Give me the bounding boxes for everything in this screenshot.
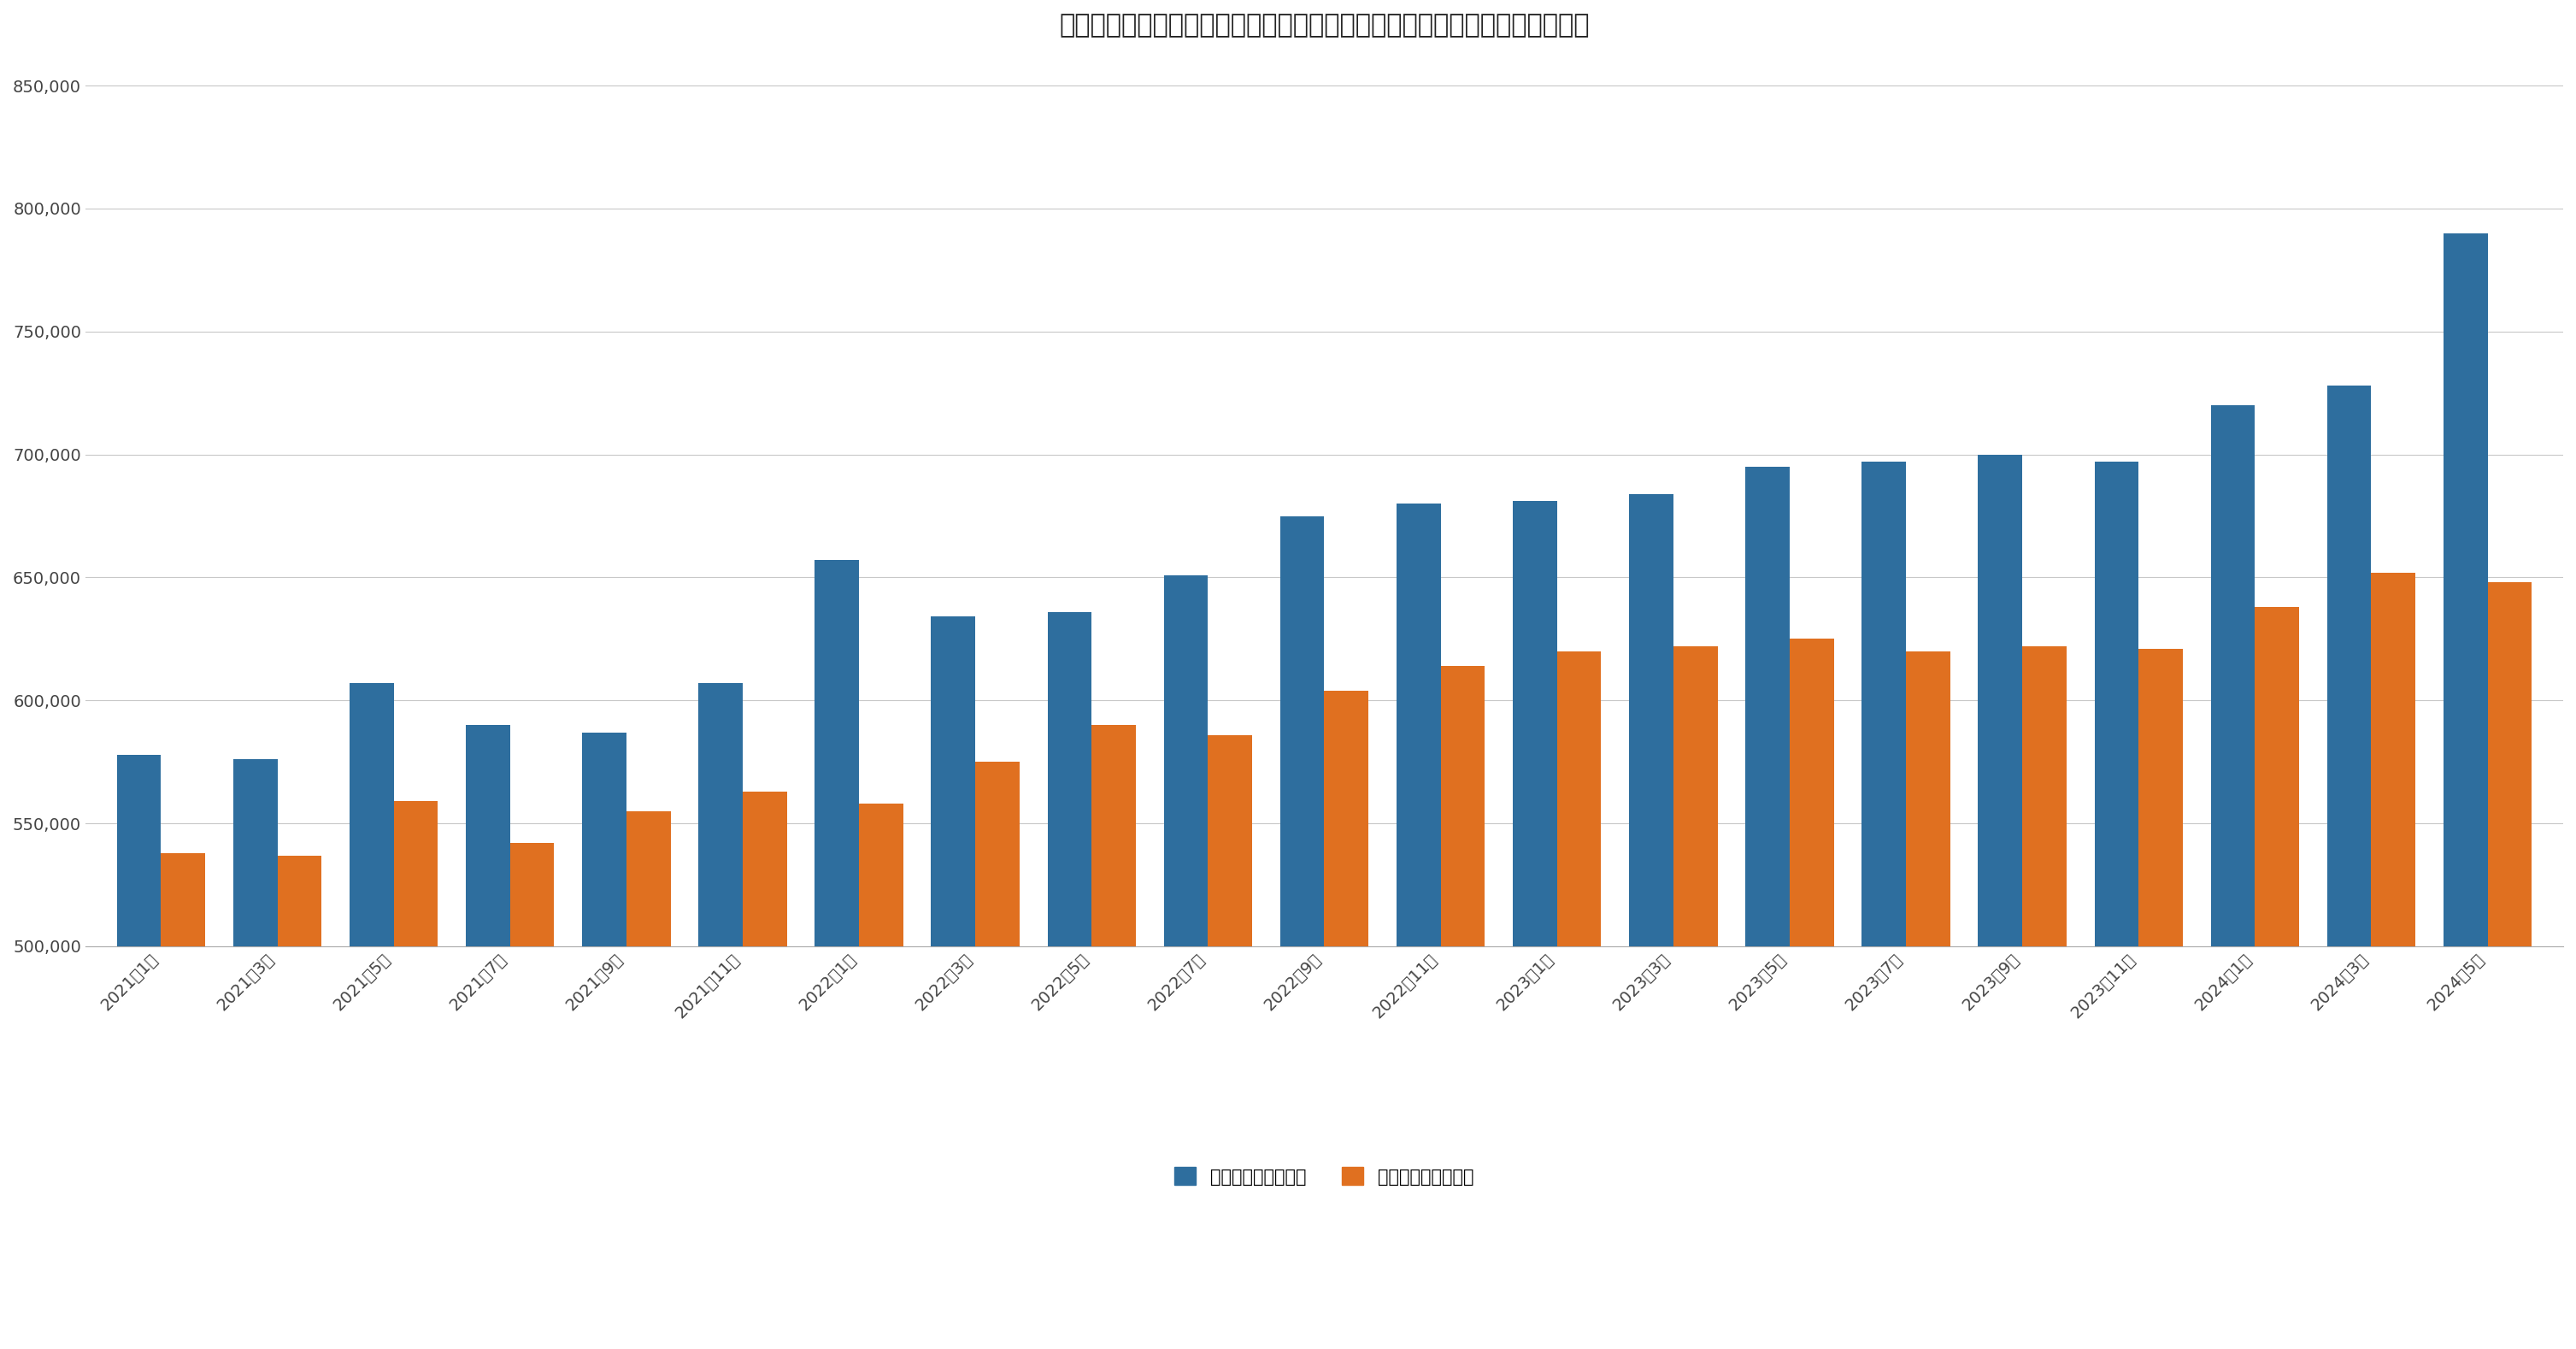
Bar: [582, 733, 626, 1349]
Bar: [976, 762, 1020, 1349]
Bar: [1208, 735, 1252, 1349]
Bar: [2445, 233, 2488, 1349]
Bar: [278, 855, 322, 1349]
Bar: [1674, 646, 1718, 1349]
Bar: [234, 759, 278, 1349]
Bar: [1978, 455, 2022, 1349]
Bar: [1048, 612, 1092, 1349]
Legend: 首都圏全域全データ, 高額除く首都圏全域: 首都圏全域全データ, 高額除く首都圏全域: [1175, 1167, 1473, 1186]
Bar: [1747, 467, 1790, 1349]
Bar: [2488, 583, 2532, 1349]
Bar: [1556, 652, 1602, 1349]
Bar: [2254, 607, 2300, 1349]
Title: 首都圏の「全価格帯の成約価格」と「１億円以下の物件の成約価格」の推移: 首都圏の「全価格帯の成約価格」と「１億円以下の物件の成約価格」の推移: [1059, 13, 1589, 38]
Bar: [2326, 386, 2372, 1349]
Bar: [1862, 461, 1906, 1349]
Bar: [2210, 405, 2254, 1349]
Bar: [1790, 639, 1834, 1349]
Bar: [162, 853, 206, 1349]
Bar: [1440, 666, 1484, 1349]
Bar: [1512, 502, 1556, 1349]
Bar: [116, 754, 162, 1349]
Bar: [858, 804, 904, 1349]
Bar: [1092, 724, 1136, 1349]
Bar: [626, 811, 670, 1349]
Bar: [2138, 649, 2182, 1349]
Bar: [1164, 575, 1208, 1349]
Bar: [350, 683, 394, 1349]
Bar: [1906, 652, 1950, 1349]
Bar: [1324, 691, 1368, 1349]
Bar: [1396, 503, 1440, 1349]
Bar: [1628, 494, 1674, 1349]
Bar: [1280, 515, 1324, 1349]
Bar: [2022, 646, 2066, 1349]
Bar: [2372, 572, 2416, 1349]
Bar: [510, 843, 554, 1349]
Bar: [742, 792, 786, 1349]
Bar: [394, 801, 438, 1349]
Bar: [698, 683, 742, 1349]
Bar: [2094, 461, 2138, 1349]
Bar: [930, 616, 976, 1349]
Bar: [814, 560, 858, 1349]
Bar: [466, 724, 510, 1349]
